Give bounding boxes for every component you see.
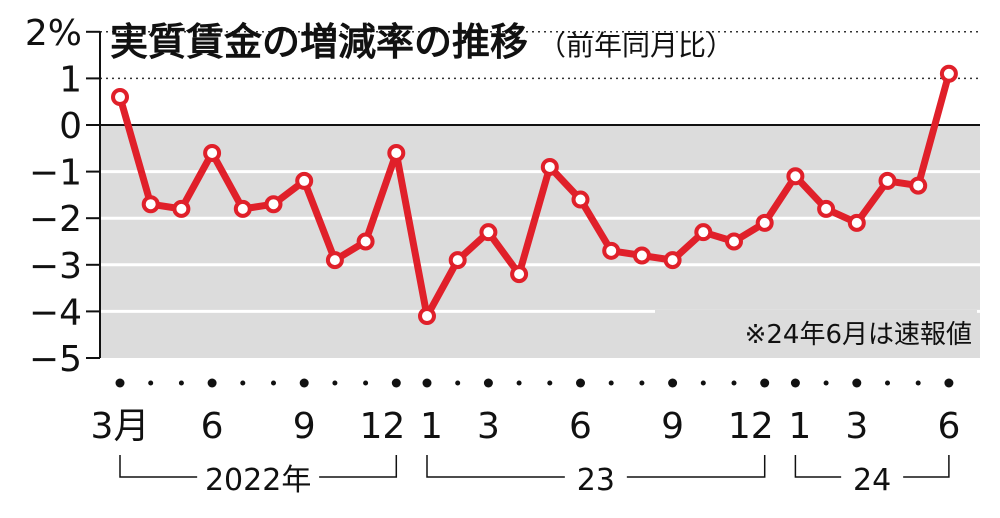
y-tick-label: 2%	[25, 13, 82, 54]
data-point	[878, 171, 897, 190]
year-bracket-right	[626, 455, 766, 478]
x-tick-dot	[207, 378, 217, 388]
x-tick-label: 12	[728, 406, 774, 447]
x-tick-dot	[391, 378, 401, 388]
note-bg	[655, 310, 977, 352]
x-tick-dot	[790, 378, 800, 388]
x-tick-label: 1	[788, 406, 811, 447]
y-tick-label: −1	[29, 153, 82, 194]
data-point	[418, 307, 436, 326]
x-tick-label: 9	[661, 406, 684, 447]
data-point	[540, 157, 559, 176]
x-tick-dot	[363, 380, 369, 386]
data-point	[817, 199, 836, 218]
data-point	[233, 199, 252, 218]
x-tick-dot	[178, 380, 184, 386]
data-point	[141, 195, 160, 214]
x-tick-dot	[271, 380, 276, 386]
y-tick-label: −4	[29, 292, 82, 333]
data-point	[663, 251, 682, 270]
year-label: 24	[853, 463, 891, 498]
x-tick-dot	[115, 378, 125, 388]
data-point	[111, 88, 129, 107]
x-tick-label: 3	[845, 406, 868, 447]
x-tick-dot	[885, 380, 890, 386]
year-bracket-right	[903, 455, 950, 478]
x-tick-label: 6	[201, 406, 224, 447]
chart-title: 実質賃金の増減率の推移	[110, 20, 528, 64]
chart-note: ※24年6月は速報値	[745, 320, 972, 350]
x-tick-dot	[483, 378, 493, 388]
data-point	[725, 232, 743, 251]
x-tick-dot	[700, 380, 706, 386]
year-bracket-left	[794, 455, 842, 478]
x-tick-label: 6	[569, 406, 592, 447]
series-line	[116, 72, 953, 320]
data-point	[786, 167, 805, 186]
x-tick-dot	[455, 380, 461, 386]
x-tick-dot	[422, 378, 432, 388]
chart-subtitle: （前年同月比）	[538, 29, 734, 62]
y-tick-label: −2	[29, 199, 82, 240]
data-point	[939, 64, 958, 83]
data-point	[847, 213, 866, 232]
data-point	[448, 251, 467, 270]
data-point	[571, 190, 590, 209]
x-tick-label: 6	[937, 406, 960, 447]
x-tick-dot	[915, 380, 921, 386]
x-tick-label: 3	[477, 406, 500, 447]
y-tick-label: 0	[59, 106, 82, 147]
data-point	[510, 265, 529, 284]
data-point	[602, 241, 621, 260]
y-tick-label: −3	[29, 246, 82, 287]
x-tick-dot	[852, 378, 862, 388]
x-tick-label: 3月	[91, 406, 150, 447]
x-tick-dot	[240, 380, 246, 386]
x-tick-label: 1	[420, 406, 443, 447]
data-point	[203, 143, 222, 162]
data-point	[325, 251, 344, 270]
y-tick-label: −5	[29, 339, 82, 380]
data-point	[387, 143, 406, 162]
data-point	[632, 246, 651, 265]
year-bracket-left	[426, 455, 565, 478]
data-point	[264, 195, 283, 214]
x-tick-label: 9	[293, 406, 316, 447]
x-tick-dot	[944, 378, 954, 388]
x-tick-dot	[731, 380, 737, 386]
data-point	[479, 223, 498, 242]
x-tick-dot	[639, 380, 645, 386]
x-tick-dot	[547, 380, 553, 386]
y-tick-label: 1	[59, 59, 82, 100]
data-point	[694, 223, 713, 242]
x-tick-label: 12	[359, 406, 405, 447]
data-point	[172, 199, 191, 218]
x-tick-dot	[760, 378, 770, 388]
data-point	[295, 171, 314, 190]
year-bracket-right	[319, 455, 398, 478]
x-tick-dot	[299, 378, 309, 388]
x-tick-dot	[576, 378, 585, 388]
data-point	[356, 232, 375, 251]
year-label: 23	[577, 463, 615, 498]
data-point	[755, 213, 774, 232]
year-label: 2022年	[205, 463, 311, 498]
x-tick-dot	[668, 378, 678, 388]
year-bracket-left	[119, 455, 198, 478]
data-point	[909, 176, 928, 195]
x-tick-dot	[823, 380, 829, 386]
x-tick-dot	[332, 380, 338, 386]
x-tick-dot	[148, 380, 154, 386]
x-tick-dot	[516, 380, 522, 386]
x-tick-dot	[608, 380, 614, 386]
